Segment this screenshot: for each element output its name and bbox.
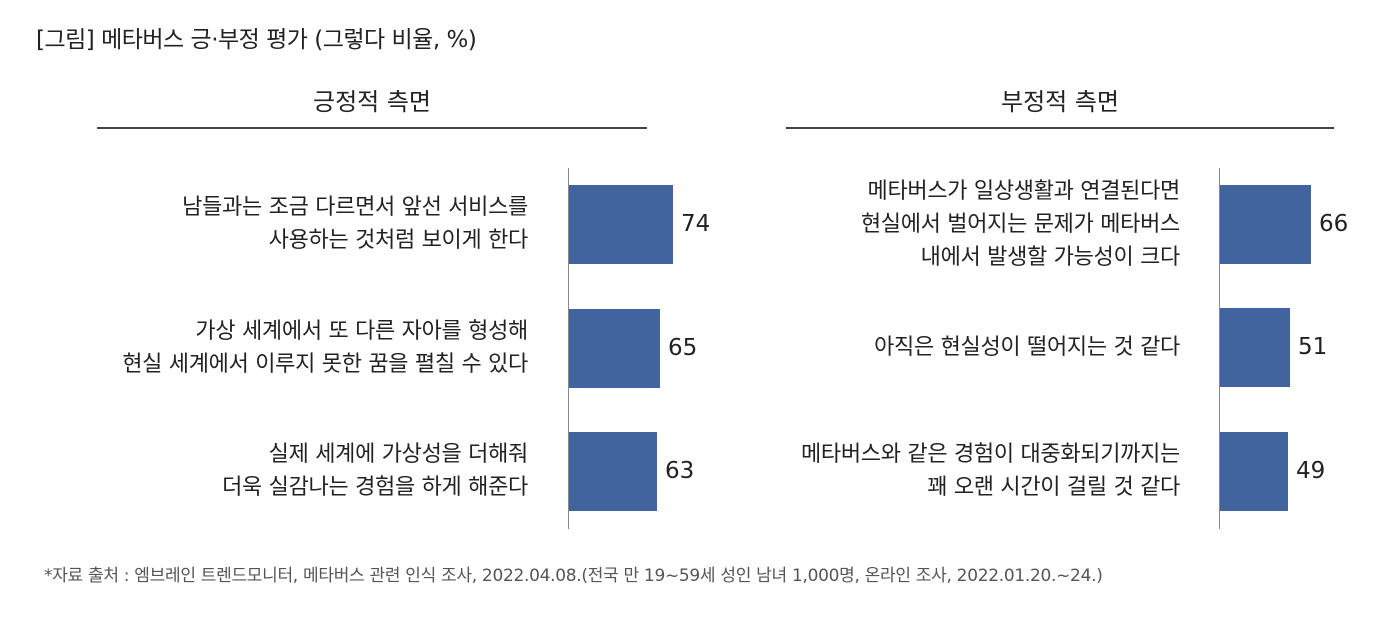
category-label-line: 메타버스와 같은 경험이 대중화되기까지는 [800, 442, 1180, 467]
data-label: 51 [1298, 334, 1328, 360]
source-note: *자료 출처 : 엠브레인 트렌드모니터, 메타버스 관련 인식 조사, 202… [44, 566, 1103, 586]
category-label-line: 현실 세계에서 이루지 못한 꿈을 펼칠 수 있다 [122, 352, 528, 377]
category-label-line: 더욱 실감나는 경험을 하게 해준다 [222, 475, 528, 500]
category-label-line: 남들과는 조금 다르면서 앞선 서비스를 [182, 195, 528, 220]
category-label-line: 내에서 발생할 가능성이 크다 [920, 245, 1181, 270]
figure-title: [그림] 메타버스 긍·부정 평가 (그렇다 비율, %) [36, 27, 477, 53]
category-label-line: 꽤 오랜 시간이 걸릴 것 같다 [927, 475, 1180, 500]
bar [1220, 185, 1311, 264]
category-label-line: 메타버스가 일상생활과 연결된다면 [867, 179, 1181, 204]
data-label: 65 [668, 335, 698, 361]
bar [1220, 432, 1288, 511]
category-label-line: 가상 세계에서 또 다른 자아를 형성해 [195, 319, 528, 344]
bar [569, 432, 657, 511]
category-label-line: 사용하는 것처럼 보이게 한다 [268, 228, 529, 253]
panel-divider [97, 127, 647, 129]
axis-line-positive [568, 168, 569, 529]
category-label-line: 현실에서 벌어지는 문제가 메타버스 [860, 212, 1180, 237]
data-label: 49 [1296, 458, 1326, 484]
category-label-line: 실제 세계에 가상성을 더해줘 [268, 442, 529, 467]
bar [569, 309, 660, 388]
data-label: 63 [665, 458, 695, 484]
panel-title-negative: 부정적 측면 [1000, 88, 1120, 116]
panel-divider [786, 127, 1334, 129]
bar [1220, 308, 1290, 387]
axis-line-negative [1219, 168, 1220, 529]
category-label: 아직은 현실성이 떨어지는 것 같다 [874, 331, 1180, 364]
data-label: 66 [1319, 211, 1349, 237]
panel-title-positive: 긍정적 측면 [312, 88, 432, 116]
data-label: 74 [681, 211, 711, 237]
category-label-line: 아직은 현실성이 떨어지는 것 같다 [874, 335, 1180, 360]
bar [569, 185, 673, 264]
